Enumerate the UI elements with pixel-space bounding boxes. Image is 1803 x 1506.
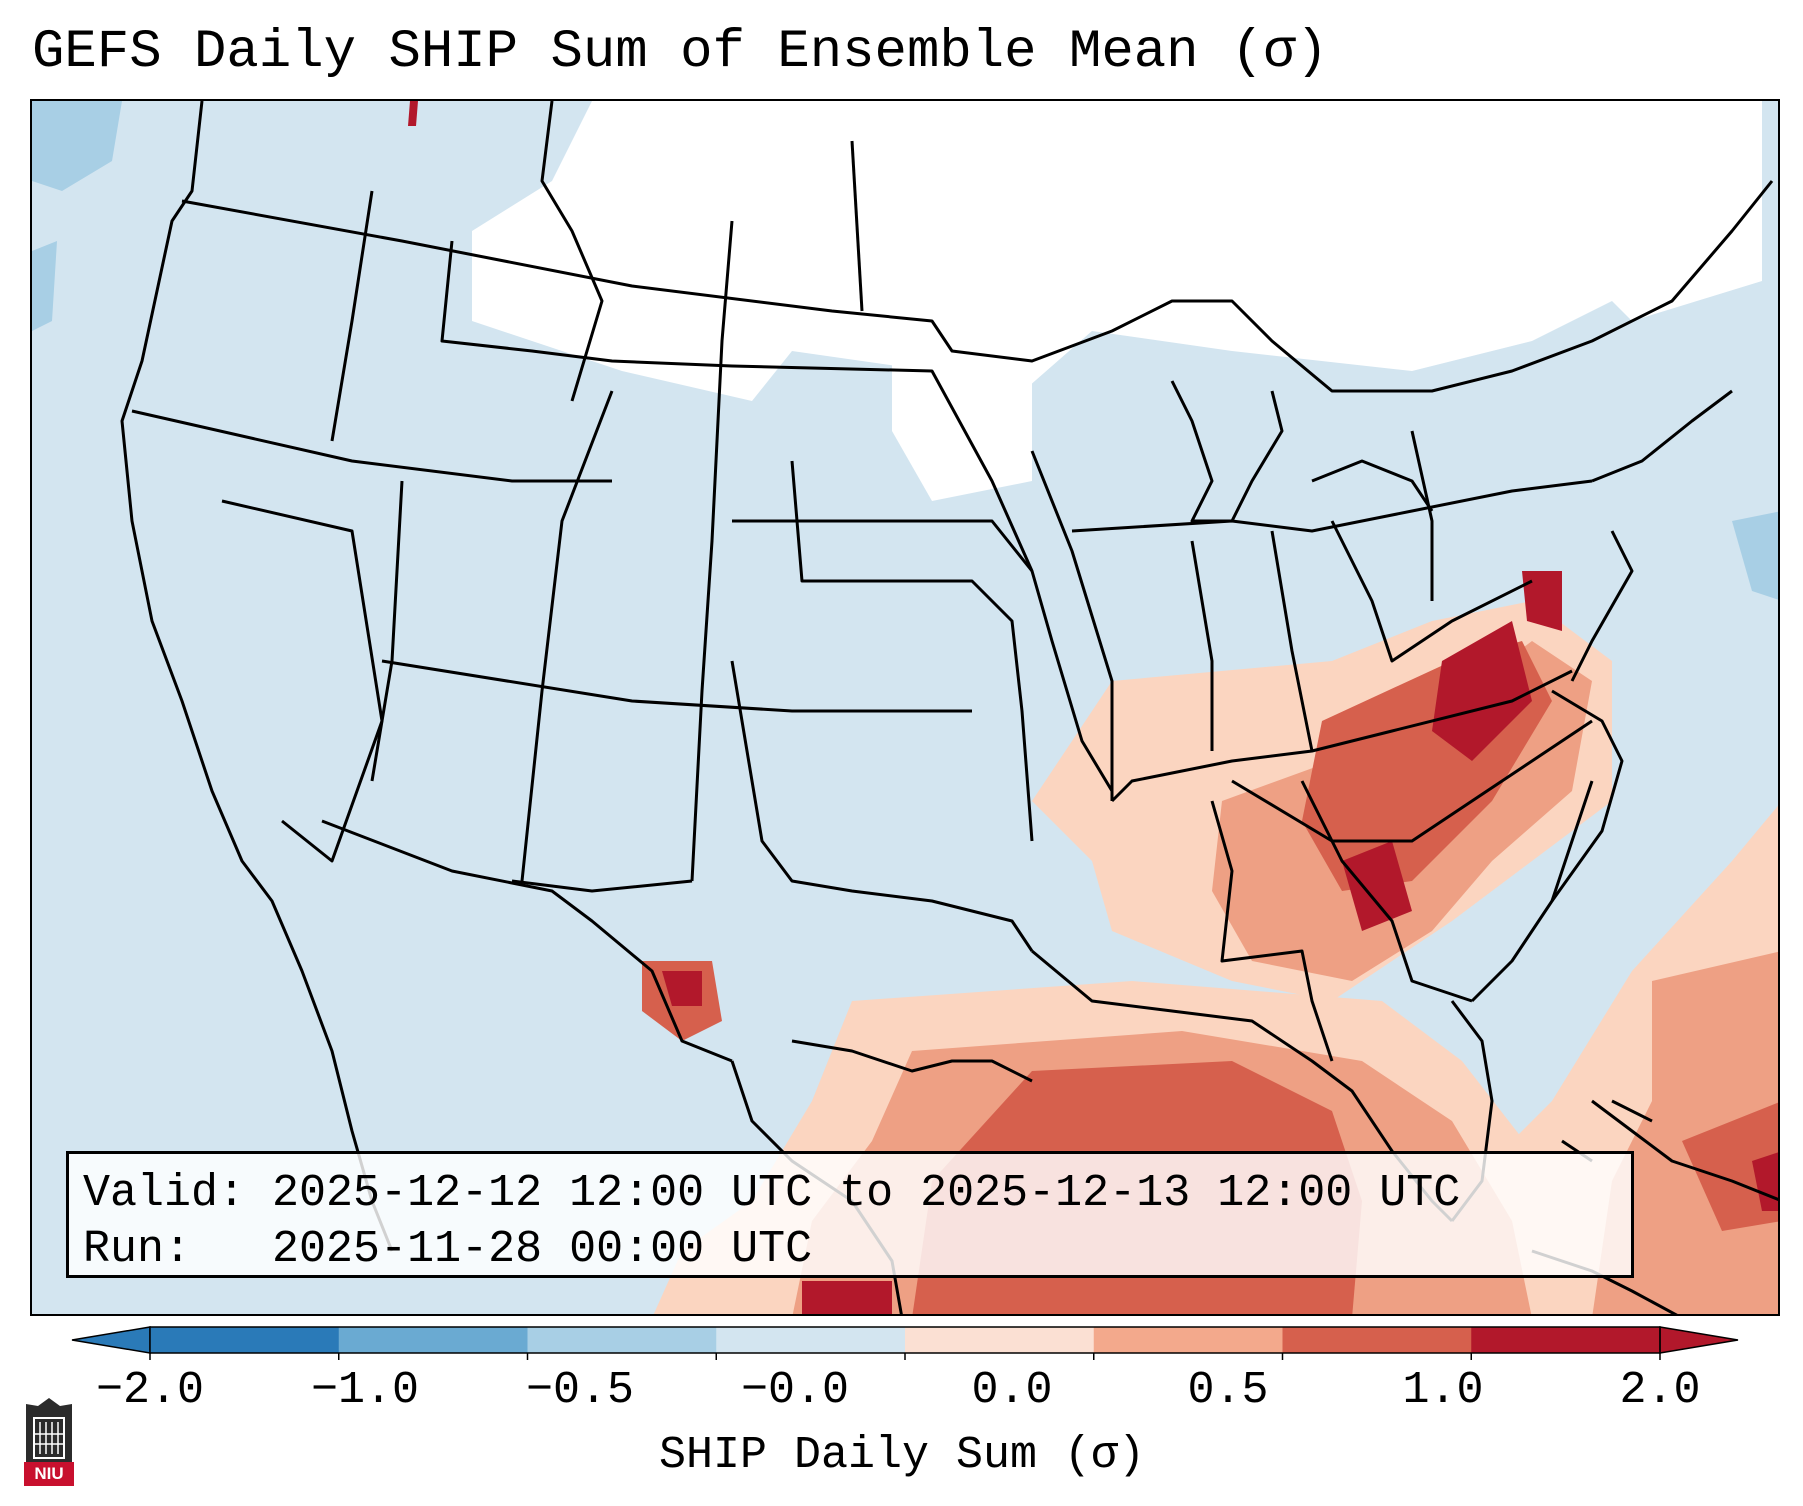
colorbar-tick-label: 0.0 [971,1365,1053,1416]
colorbar-segment [716,1327,906,1353]
colorbar-tick-label: 2.0 [1619,1365,1701,1416]
run-label: Run: [83,1224,192,1275]
colorbar-tick-label: −2.0 [95,1365,205,1416]
map-panel [30,99,1780,1316]
valid-value: 2025-12-12 12:00 UTC to 2025-12-13 12:00… [272,1168,1461,1219]
political-boundaries [120,101,1778,1314]
colorbar-extend-low [71,1326,151,1354]
colorbar-segment [527,1327,717,1353]
valid-row: Valid: 2025-12-12 12:00 UTC to 2025-12-1… [83,1166,1617,1222]
colorbar-tick-label: −0.0 [740,1365,850,1416]
colorbar-tick-label: −0.5 [525,1365,635,1416]
colorbar-extend-high [1659,1326,1739,1354]
niu-logo-text: NIU [34,1464,64,1483]
colorbar-segment [905,1327,1095,1353]
niu-logo [24,1398,74,1486]
neutral-regions [472,101,1762,501]
run-value: 2025-11-28 00:00 UTC [272,1224,813,1275]
colorbar-tick-label: 0.5 [1187,1365,1269,1416]
colorbar-segment [1471,1327,1661,1353]
colorbar-tick-label: −1.0 [310,1365,420,1416]
colorbar-label: SHIP Daily Sum (σ) [658,1430,1146,1481]
page-title: GEFS Daily SHIP Sum of Ensemble Mean (σ) [32,22,1329,83]
valid-run-info-box: Valid: 2025-12-12 12:00 UTC to 2025-12-1… [66,1151,1634,1278]
run-row: Run: 2025-11-28 00:00 UTC [83,1222,1617,1278]
colorbar-tick-label: 1.0 [1402,1365,1484,1416]
colorbar-segment [1282,1327,1472,1353]
colorbar-segment [338,1327,528,1353]
colorbar [71,1326,1739,1360]
colorbar-segment [1093,1327,1283,1353]
colorbar-segment [150,1327,340,1353]
negative-anomaly-regions [32,101,1778,600]
map-canvas [32,101,1778,1314]
valid-label: Valid: [83,1168,246,1219]
